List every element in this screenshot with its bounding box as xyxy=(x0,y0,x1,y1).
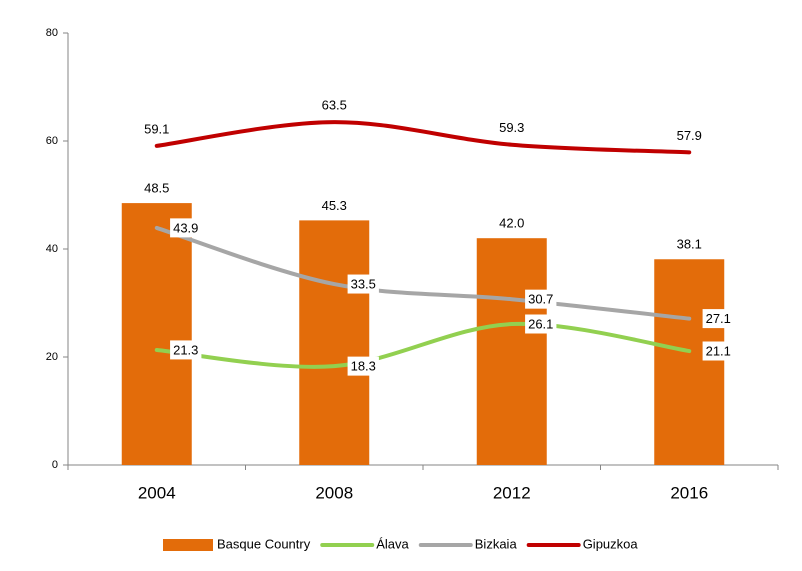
line-label: 27.1 xyxy=(706,311,731,326)
label-box xyxy=(673,125,705,145)
line-label: 18.3 xyxy=(351,359,376,374)
label-box xyxy=(525,289,557,309)
y-tick-label: 80 xyxy=(46,27,58,39)
legend-label: Álava xyxy=(376,536,409,551)
line-label: 59.1 xyxy=(144,121,169,136)
label-box xyxy=(318,95,350,115)
line-label: 57.9 xyxy=(677,128,702,143)
bar-label: 38.1 xyxy=(677,237,702,252)
x-tick-label: 2008 xyxy=(315,483,353,502)
label-box xyxy=(347,356,379,376)
legend-label: Bizkaia xyxy=(475,536,518,551)
label-box xyxy=(347,274,379,294)
legend-label: Gipuzkoa xyxy=(583,536,639,551)
line-label: 63.5 xyxy=(322,98,347,113)
x-tick-label: 2012 xyxy=(493,483,531,502)
label-box xyxy=(496,118,528,138)
x-tick-label: 2016 xyxy=(670,483,708,502)
label-box xyxy=(702,309,734,329)
label-box xyxy=(170,218,202,238)
line-label: 33.5 xyxy=(351,277,376,292)
label-box xyxy=(170,340,202,360)
y-tick-label: 0 xyxy=(52,459,58,471)
y-tick-label: 40 xyxy=(46,243,58,255)
label-box xyxy=(702,341,734,361)
label-box xyxy=(141,119,173,139)
line-label: 43.9 xyxy=(173,220,198,235)
bar-label: 42.0 xyxy=(499,216,524,231)
bar xyxy=(654,259,725,465)
line-label: 30.7 xyxy=(528,292,553,307)
bar xyxy=(121,203,192,465)
bar-label: 45.3 xyxy=(322,198,347,213)
legend-swatch xyxy=(163,539,213,551)
y-tick-label: 20 xyxy=(46,351,58,363)
line xyxy=(154,321,692,369)
line-label: 21.1 xyxy=(706,343,731,358)
x-tick-label: 2004 xyxy=(138,483,176,502)
legend-label: Basque Country xyxy=(217,536,311,551)
bar-label: 48.5 xyxy=(144,181,169,196)
line-label: 59.3 xyxy=(499,120,524,135)
line xyxy=(154,225,692,321)
label-box xyxy=(525,314,557,334)
y-tick-label: 60 xyxy=(46,135,58,147)
bar xyxy=(299,220,370,465)
bar xyxy=(476,238,547,465)
line-label: 21.3 xyxy=(173,342,198,357)
line-label: 26.1 xyxy=(528,316,553,331)
line xyxy=(154,120,692,155)
